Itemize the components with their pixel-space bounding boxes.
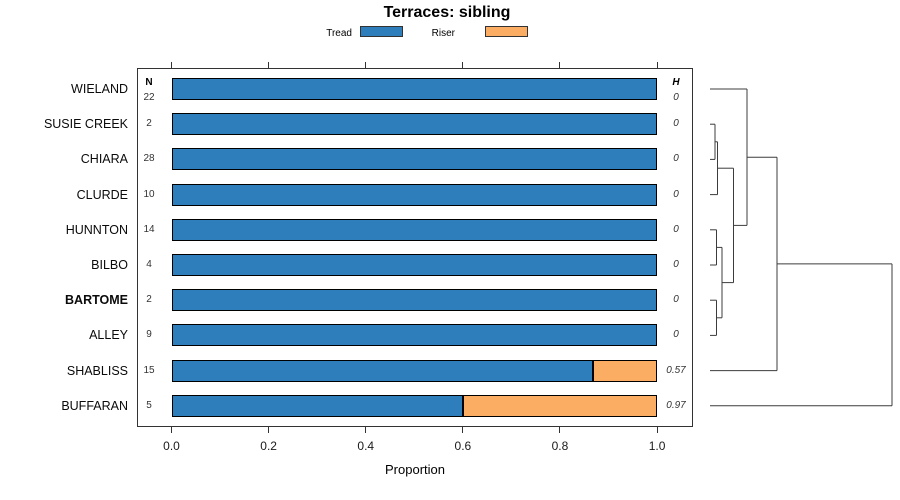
n-value: 14 <box>143 223 155 235</box>
category-label: SHABLISS <box>66 363 128 378</box>
bar-segment-tread <box>171 218 658 241</box>
n-value: 10 <box>143 188 155 200</box>
category-label: CLURDE <box>76 187 128 202</box>
category-label: SUSIE CREEK <box>43 117 128 132</box>
chart-title: Terraces: sibling <box>383 4 511 21</box>
h-value: 0 <box>673 259 679 270</box>
n-value: 2 <box>146 294 152 306</box>
n-value: 2 <box>146 118 152 130</box>
category-label: BUFFARAN <box>61 398 128 413</box>
h-value: 0 <box>673 188 679 200</box>
x-tick-label: 0.2 <box>260 439 277 453</box>
category-label: CHIARA <box>80 152 128 167</box>
x-tick-label: 0.4 <box>357 439 375 453</box>
x-tick-top <box>268 62 270 68</box>
n-column-header: N <box>145 77 153 88</box>
n-value: 9 <box>146 329 152 341</box>
h-value: 0 <box>673 91 679 103</box>
category-label: HUNNTON <box>65 222 128 237</box>
legend-label-tread: Tread <box>326 28 352 39</box>
plot-area-box <box>137 68 693 427</box>
h-value: 0 <box>673 223 679 235</box>
h-column-header: H <box>672 77 680 88</box>
x-tick-top <box>171 62 172 68</box>
x-tick-bottom <box>559 427 561 433</box>
bar-segment-riser <box>592 359 658 382</box>
category-label: ALLEY <box>89 328 128 343</box>
n-value: 15 <box>143 364 155 376</box>
n-value: 5 <box>146 399 152 411</box>
bar-segment-tread <box>171 324 658 347</box>
x-tick-label: 0.8 <box>551 439 569 453</box>
category-label: BARTOME <box>65 293 128 308</box>
x-tick-label: 0.0 <box>163 439 180 453</box>
bar-segment-tread <box>171 254 658 276</box>
x-tick-top <box>559 62 561 68</box>
bar-segment-tread <box>171 113 658 136</box>
bar-segment-tread <box>171 359 593 382</box>
x-tick-bottom <box>656 427 658 433</box>
bar-segment-tread <box>171 148 658 171</box>
category-label: BILBO <box>91 258 128 272</box>
bar-segment-tread <box>171 394 463 417</box>
bar-segment-tread <box>171 289 658 312</box>
legend-swatch-riser <box>485 26 528 37</box>
x-axis-title: Proportion <box>385 462 445 477</box>
bar-segment-riser <box>462 394 658 417</box>
h-value: 0 <box>673 329 679 341</box>
legend-swatch-tread <box>360 26 403 37</box>
x-tick-bottom <box>462 427 464 433</box>
bar-segment-tread <box>171 78 658 100</box>
x-tick-bottom <box>171 427 172 433</box>
legend-label-riser: Riser <box>431 28 455 39</box>
h-value: 0 <box>673 153 679 165</box>
h-value: 0 <box>673 294 679 306</box>
category-label: WIELAND <box>71 82 128 96</box>
x-tick-label: 0.6 <box>454 439 472 453</box>
x-tick-top <box>656 62 658 68</box>
h-value: 0.57 <box>666 364 686 376</box>
x-tick-top <box>462 62 464 68</box>
h-value: 0 <box>673 118 679 130</box>
x-tick-bottom <box>365 427 367 433</box>
bar-segment-tread <box>171 183 658 206</box>
n-value: 28 <box>143 153 155 165</box>
x-tick-bottom <box>268 427 270 433</box>
h-value: 0.97 <box>666 399 686 411</box>
x-tick-top <box>365 62 367 68</box>
n-value: 22 <box>143 91 155 103</box>
x-tick-label: 1.0 <box>648 439 666 453</box>
n-value: 4 <box>146 259 152 270</box>
